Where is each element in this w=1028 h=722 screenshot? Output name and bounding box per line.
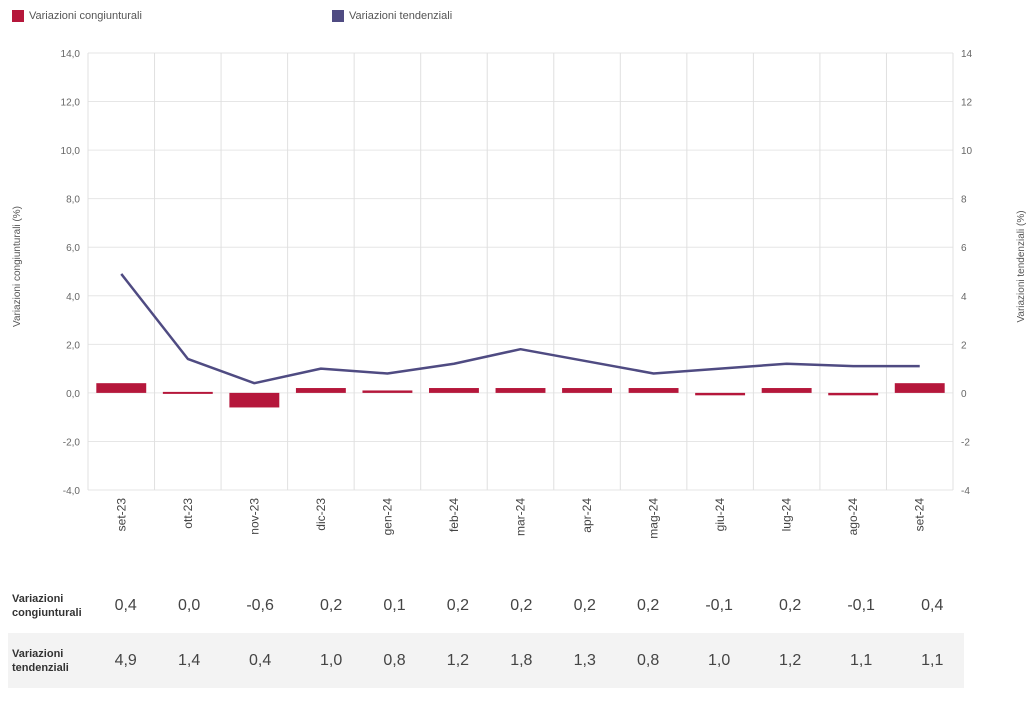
table-cell: 1,0 [299, 633, 363, 688]
x-tick-label: giu-24 [713, 498, 727, 532]
legend-item-congiunturali[interactable]: Variazioni congiunturali [12, 10, 142, 22]
table-cell: 1,8 [489, 633, 554, 688]
bar-ago-24 [828, 392, 879, 396]
bar-feb-24 [429, 388, 479, 393]
y-left-tick-label: 6,0 [66, 243, 80, 254]
x-tick-label: mag-24 [647, 498, 661, 539]
x-tick-label: set-23 [114, 498, 128, 532]
bar-set-24 [894, 383, 945, 393]
table-cell: -0,1 [847, 596, 875, 614]
table-cell: 0,2 [779, 596, 802, 614]
bar-giu-24 [695, 392, 746, 396]
y-left-tick-label: 14,0 [61, 49, 81, 60]
table-cell: 1,3 [553, 633, 617, 688]
y-right-tick-label: 14 [961, 49, 973, 60]
x-tick-label: dic-23 [314, 498, 328, 531]
y-right-tick-label: 8 [961, 195, 967, 206]
x-tick-label: feb-24 [447, 498, 461, 532]
bar-ott-23 [162, 391, 213, 394]
y-right-tick-label: 0 [961, 389, 967, 400]
line-series-tendenziali [120, 273, 920, 385]
table-cell: 1,1 [900, 633, 964, 688]
y-left-tick-label: 12,0 [61, 98, 81, 109]
table-row-label: Variazioni tendenziali [8, 633, 94, 688]
bar-set-23 [96, 383, 147, 393]
table-row: Variazioni tendenziali 4,9 1,4 0,4 1,0 0,8 1,2… [8, 633, 964, 688]
data-table: Variazioni congiunturali 0,4 0,0 -0,6 0,2 0,1… [8, 578, 964, 688]
table-cell: 0,1 [383, 596, 406, 614]
y-right-tick-label: 6 [961, 243, 967, 254]
y-left-tick-label: 10,0 [61, 146, 81, 157]
table-row-label: Variazioni congiunturali [12, 592, 82, 619]
table-cell: 0,2 [319, 596, 343, 614]
table-cell: 1,2 [758, 633, 822, 688]
table-cell: 0,2 [573, 596, 596, 614]
x-tick-label: ott-23 [181, 498, 195, 529]
table-cell: 1,2 [426, 633, 490, 688]
table-cell: -0,1 [705, 596, 733, 614]
bar-nov-23 [229, 392, 280, 408]
legend-label-tendenziali: Variazioni tendenziali [349, 10, 453, 22]
combo-chart: 14,0 14 12,0 12 10,0 10 8,0 8 6,0 6 4,0 4 2,0 2 0,0 0 -2… [12, 49, 1027, 539]
y-left-tick-label: 2,0 [66, 340, 80, 351]
table-cell: 1,4 [157, 633, 221, 688]
x-tick-label: apr-24 [580, 498, 594, 533]
y-right-tick-label: 12 [961, 98, 973, 109]
bar-dic-23 [295, 388, 346, 393]
y-right-tick-label: 4 [961, 292, 967, 303]
y-right-tick-label: 2 [961, 340, 967, 351]
table-cell: 0,4 [114, 596, 137, 614]
legend-swatch-tendenziali [332, 10, 344, 22]
x-tick-label: nov-23 [247, 498, 261, 535]
table-cell: 0,4 [220, 633, 300, 688]
table-cell: -0,6 [246, 596, 274, 614]
x-tick-label: mar-24 [514, 498, 528, 536]
x-tick-label: lug-24 [780, 498, 794, 532]
y-right-tick-label: 10 [961, 146, 973, 157]
bar-mag-24 [628, 388, 679, 393]
table-cell: 0,2 [637, 596, 660, 614]
y-left-tick-label: 8,0 [66, 195, 80, 206]
table-cell: 0,0 [177, 596, 201, 614]
y-left-tick-label: -2,0 [63, 437, 81, 448]
table-cell: 1,1 [821, 633, 901, 688]
table-cell: 0,2 [446, 596, 470, 614]
y-right-axis-title: Variazioni tendenziali (%) [1016, 210, 1027, 322]
y-right-tick-label: -2 [961, 437, 970, 448]
y-left-tick-label: 0,0 [66, 389, 80, 400]
y-left-axis-title: Variazioni congiunturali (%) [12, 206, 23, 327]
table-cell: 0,4 [921, 596, 944, 614]
x-tick-label: set-24 [913, 498, 927, 532]
y-left-tick-label: -4,0 [63, 486, 81, 497]
bar-apr-24 [562, 388, 612, 393]
bar-gen-24 [362, 390, 413, 393]
x-tick-label: ago-24 [846, 498, 860, 536]
table-cell: 1,0 [679, 633, 759, 688]
bar-lug-24 [761, 388, 812, 393]
table-cell: 4,9 [94, 633, 158, 688]
legend-label-congiunturali: Variazioni congiunturali [29, 10, 142, 22]
table-cell: 0,8 [362, 633, 427, 688]
y-right-tick-label: -4 [961, 486, 970, 497]
y-left-tick-label: 4,0 [66, 292, 80, 303]
table-cell: 0,2 [510, 596, 533, 614]
legend-swatch-congiunturali [12, 10, 24, 22]
table-cell: 0,8 [616, 633, 680, 688]
table-row: Variazioni congiunturali 0,4 0,0 -0,6 0,2 0,1… [8, 578, 964, 633]
legend-item-tendenziali[interactable]: Variazioni tendenziali [332, 10, 452, 22]
bar-mar-24 [495, 388, 546, 393]
x-tick-label: gen-24 [380, 498, 394, 536]
